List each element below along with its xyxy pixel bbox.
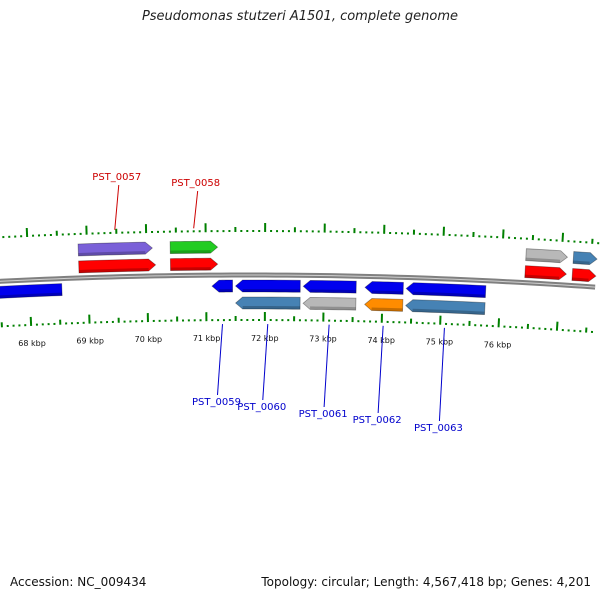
- gene-shade: [413, 291, 486, 298]
- gene-arrow: [524, 265, 568, 281]
- gene-shade: [78, 268, 149, 273]
- gene-arrow: [405, 299, 486, 316]
- gene-arrow: [78, 258, 157, 274]
- gene-arrow: [364, 281, 404, 295]
- gene-shade: [310, 289, 357, 294]
- gene-label: PST_0059: [192, 397, 241, 408]
- gene-label: PST_0060: [237, 402, 286, 413]
- gene-arrow: [405, 282, 487, 299]
- gene-shade: [573, 260, 590, 265]
- gene-label: PST_0063: [414, 423, 463, 434]
- kbp-tick-label: 73 kbp: [309, 335, 337, 344]
- topology-text: Topology: circular; Length: 4,567,418 bp…: [261, 575, 591, 589]
- kbp-tick-label: 71 kbp: [193, 334, 221, 343]
- gene-arrow: [234, 296, 301, 310]
- gene-label-leader: [377, 325, 384, 414]
- gene-shade: [524, 274, 560, 280]
- kbp-tick-label: 72 kbp: [251, 334, 279, 343]
- gene-arrow: [211, 279, 234, 293]
- gene-label-leader: [262, 323, 269, 401]
- gene-arrow: [77, 241, 153, 257]
- gene-label: PST_0058: [171, 178, 220, 189]
- gene-shade: [170, 250, 211, 254]
- gene-label: PST_0057: [92, 172, 141, 183]
- gene-arrow: [302, 296, 357, 311]
- gene-shade: [242, 306, 301, 310]
- outer-tick: [561, 232, 565, 242]
- genome-backbone-highlight: [0, 274, 596, 288]
- gene-shade: [170, 267, 211, 271]
- gene-shade: [525, 257, 561, 263]
- gene-shade: [412, 308, 485, 315]
- gene-shade: [371, 290, 404, 295]
- gene-shade: [371, 307, 403, 312]
- outer-tick: [555, 321, 559, 331]
- gene-shade: [78, 251, 146, 256]
- kbp-tick-label: 69 kbp: [76, 337, 104, 346]
- gene-label: PST_0062: [353, 415, 402, 426]
- gene-arrow: [234, 279, 301, 293]
- gene-label: PST_0061: [299, 409, 348, 420]
- gene-shade: [219, 289, 233, 293]
- gene-arrow: [169, 240, 219, 255]
- gene-label-leader: [438, 327, 445, 422]
- kbp-tick-label: 76 kbp: [484, 340, 512, 349]
- gene-label-leader: [217, 324, 223, 396]
- accession-text: Accession: NC_009434: [10, 575, 147, 589]
- gene-shade: [571, 277, 589, 282]
- kbp-tick-label: 75 kbp: [426, 338, 454, 347]
- gene-arrow: [571, 268, 597, 282]
- gene-arrow: [572, 251, 598, 266]
- page-title: Pseudomonas stutzeri A1501, complete gen…: [141, 9, 459, 24]
- gene-arrow: [525, 248, 569, 264]
- gene-label-leader: [114, 184, 120, 230]
- gene-arrow: [0, 283, 63, 299]
- kbp-tick-label: 74 kbp: [367, 336, 395, 345]
- kbp-tick-label: 68 kbp: [18, 339, 46, 348]
- gene-label-leader: [193, 190, 199, 229]
- gene-arrow: [169, 257, 219, 272]
- gene-shade: [242, 289, 301, 293]
- gene-shade: [0, 292, 63, 299]
- kbp-tick-label: 70 kbp: [135, 335, 163, 344]
- gene-arrow: [364, 298, 404, 312]
- gene-arrow: [302, 279, 357, 294]
- gene-shade: [310, 306, 356, 311]
- gene-label-leader: [323, 324, 330, 408]
